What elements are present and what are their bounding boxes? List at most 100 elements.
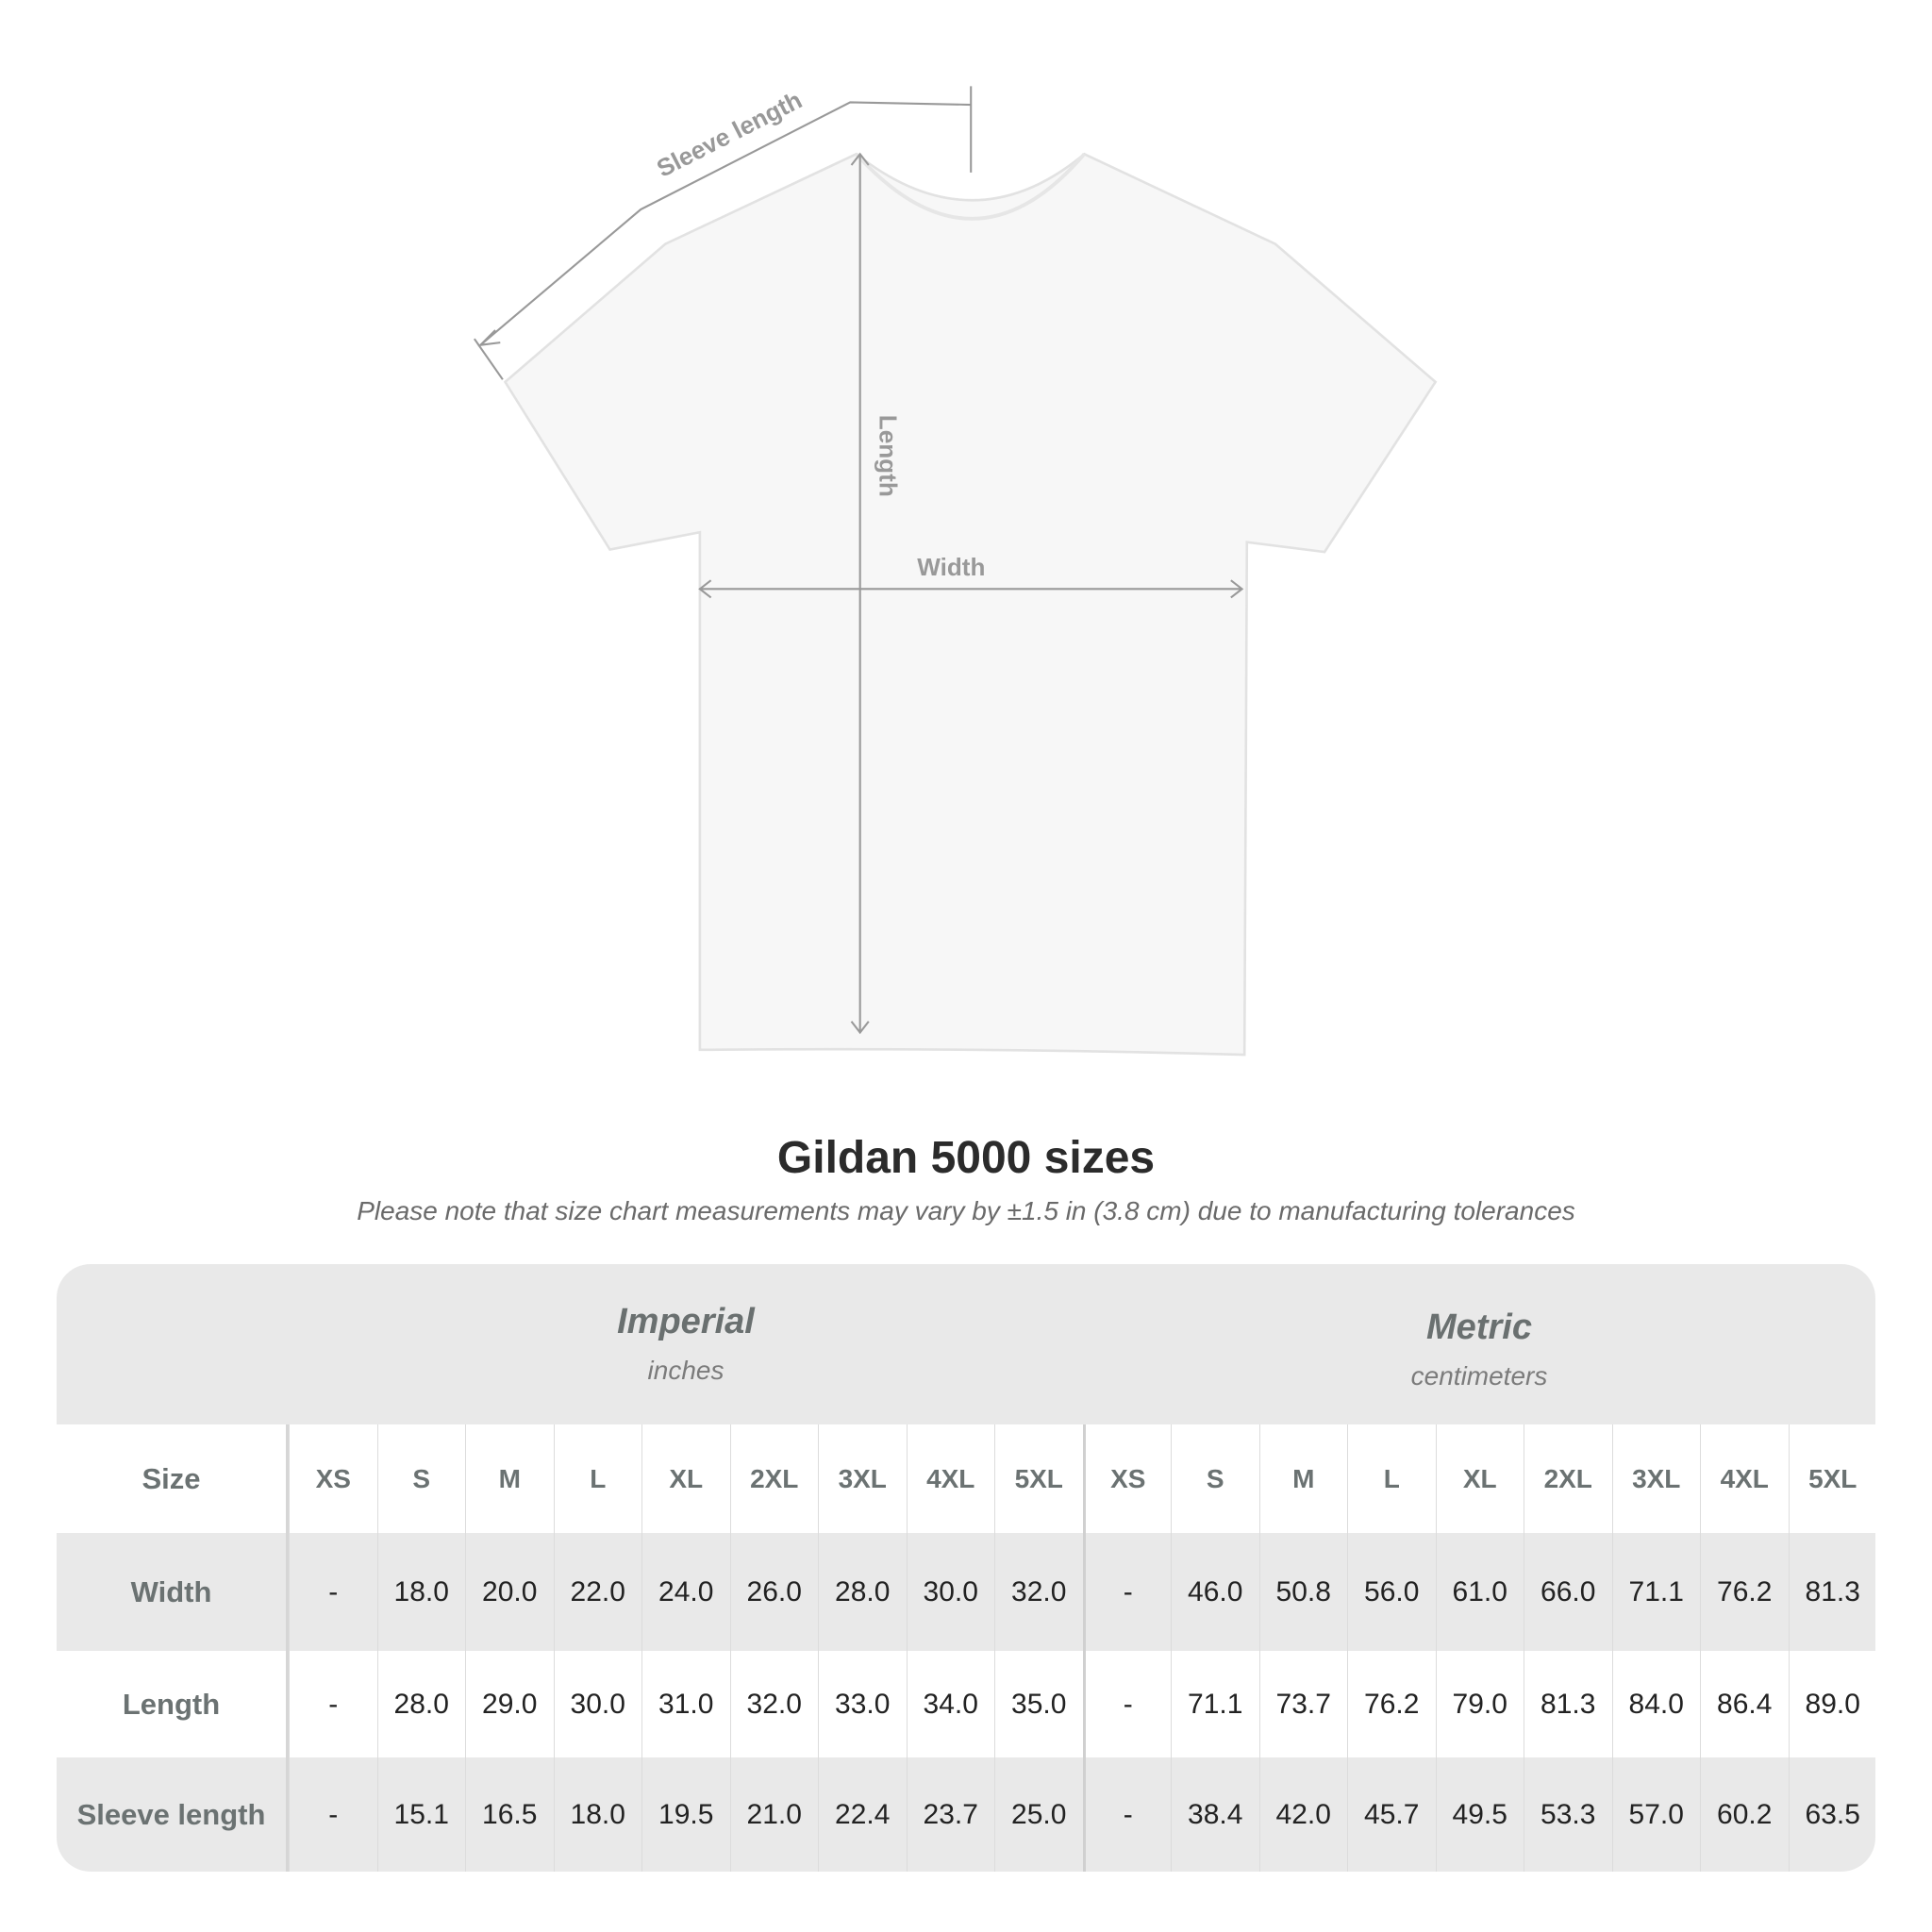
metric-value-cell: 71.1 (1611, 1533, 1701, 1651)
metric-value-cell: 53.3 (1524, 1757, 1612, 1872)
metric-value-cell: 66.0 (1524, 1533, 1612, 1651)
imperial-size-5XL: 5XL (994, 1424, 1083, 1533)
imperial-label: Imperial (617, 1302, 755, 1341)
metric-value-cell: 61.0 (1435, 1533, 1524, 1651)
metric-value-cell: 50.8 (1258, 1533, 1348, 1651)
width-arrowhead-left (698, 579, 712, 599)
imperial-value-cell: 28.0 (818, 1533, 907, 1651)
width-arrowhead-right (1230, 579, 1244, 599)
metric-size-S: S (1171, 1424, 1259, 1533)
imperial-size-M: M (465, 1424, 554, 1533)
imperial-value-cell: 22.0 (553, 1533, 642, 1651)
imperial-value-cell: 23.7 (906, 1757, 995, 1872)
imperial-size-L: L (553, 1424, 642, 1533)
row-label: Length (57, 1651, 289, 1757)
row-label: Sleeve length (57, 1757, 289, 1872)
metric-value-cell: 60.2 (1700, 1757, 1789, 1872)
metric-value-cell: 81.3 (1788, 1533, 1876, 1651)
size-table: Imperial inches Metric centimeters Size X… (57, 1264, 1875, 1872)
metric-size-L: L (1347, 1424, 1436, 1533)
metric-value-cell: 38.4 (1171, 1757, 1259, 1872)
imperial-value-cell: 35.0 (994, 1651, 1083, 1757)
imperial-size-XL: XL (641, 1424, 730, 1533)
metric-size-4XL: 4XL (1700, 1424, 1789, 1533)
imperial-value-cell: - (289, 1533, 377, 1651)
metric-label: Metric (1426, 1307, 1532, 1347)
metric-value-cell: 71.1 (1171, 1651, 1259, 1757)
length-label: Length (874, 415, 903, 497)
imperial-size-4XL: 4XL (906, 1424, 995, 1533)
metric-size-2XL: 2XL (1524, 1424, 1612, 1533)
imperial-value-cell: 33.0 (818, 1651, 907, 1757)
metric-value-cell: 73.7 (1258, 1651, 1348, 1757)
table-row: Length -28.0 29.0 30.0 31.0 32.0 33.0 34.0 35.0-… (57, 1651, 1875, 1757)
imperial-value-cell: 22.4 (818, 1757, 907, 1872)
metric-size-3XL: 3XL (1611, 1424, 1701, 1533)
imperial-value-cell: 34.0 (906, 1651, 995, 1757)
metric-size-XS: XS (1082, 1424, 1172, 1533)
metric-value-cell: 89.0 (1788, 1651, 1876, 1757)
tolerance-note: Please note that size chart measurements… (357, 1196, 1575, 1225)
row-label: Width (57, 1533, 289, 1651)
imperial-value-cell: 31.0 (641, 1651, 730, 1757)
metric-value-cell: 42.0 (1258, 1757, 1348, 1872)
metric-value-cell: 76.2 (1347, 1651, 1436, 1757)
imperial-value-cell: 20.0 (465, 1533, 554, 1651)
metric-value-cell: 79.0 (1435, 1651, 1524, 1757)
imperial-value-cell: - (289, 1651, 377, 1757)
metric-value-cell: 81.3 (1524, 1651, 1612, 1757)
metric-value-cell: - (1082, 1651, 1172, 1757)
imperial-size-2XL: 2XL (729, 1424, 819, 1533)
length-arrowhead-bottom (850, 1021, 870, 1035)
metric-value-cell: 63.5 (1788, 1757, 1876, 1872)
imperial-header: Imperial inches (289, 1264, 1083, 1424)
imperial-value-cell: 26.0 (729, 1533, 819, 1651)
tshirt-shape (503, 152, 1438, 1057)
sleeve-measure-line (479, 101, 972, 346)
imperial-value-cell: 18.0 (376, 1533, 466, 1651)
imperial-value-cell: 30.0 (553, 1651, 642, 1757)
metric-value-cell: 84.0 (1611, 1651, 1701, 1757)
length-arrowhead-top (850, 152, 870, 166)
imperial-value-cell: 15.1 (376, 1757, 466, 1872)
metric-value-cell: - (1082, 1757, 1172, 1872)
imperial-value-cell: - (289, 1757, 377, 1872)
imperial-unit: inches (647, 1356, 724, 1385)
metric-value-cell: 56.0 (1347, 1533, 1436, 1651)
metric-size-5XL: 5XL (1788, 1424, 1876, 1533)
imperial-value-cell: 19.5 (641, 1757, 730, 1872)
metric-value-cell: 46.0 (1171, 1533, 1259, 1651)
metric-size-M: M (1258, 1424, 1348, 1533)
imperial-value-cell: 28.0 (376, 1651, 466, 1757)
imperial-value-cell: 32.0 (994, 1533, 1083, 1651)
imperial-value-cell: 30.0 (906, 1533, 995, 1651)
sleeve-arrowhead (477, 329, 501, 347)
size-label: Size (57, 1424, 289, 1533)
metric-value-cell: 49.5 (1435, 1757, 1524, 1872)
imperial-value-cell: 21.0 (729, 1757, 819, 1872)
table-row: Width -18.0 20.0 22.0 24.0 26.0 28.0 30.0 32.0-4… (57, 1533, 1875, 1651)
metric-value-cell: - (1082, 1533, 1172, 1651)
imperial-value-cell: 16.5 (465, 1757, 554, 1872)
metric-value-cell: 76.2 (1700, 1533, 1789, 1651)
width-label: Width (917, 553, 985, 581)
size-header-row: Size XS S M L XL 2XL 3XL 4XL 5XL XS S M L XL 2XL 3XL 4XL 5… (57, 1424, 1875, 1533)
imperial-size-3XL: 3XL (818, 1424, 907, 1533)
imperial-value-cell: 24.0 (641, 1533, 730, 1651)
table-row: Sleeve length -15.1 16.5 18.0 19.5 21.0 22.4 23… (57, 1757, 1875, 1872)
imperial-value-cell: 32.0 (729, 1651, 819, 1757)
metric-header: Metric centimeters (1083, 1270, 1875, 1430)
metric-unit: centimeters (1410, 1361, 1548, 1391)
tshirt-collar (855, 152, 1086, 221)
imperial-value-cell: 18.0 (553, 1757, 642, 1872)
metric-value-cell: 45.7 (1347, 1757, 1436, 1872)
imperial-size-XS: XS (289, 1424, 377, 1533)
metric-value-cell: 57.0 (1611, 1757, 1701, 1872)
imperial-value-cell: 25.0 (994, 1757, 1083, 1872)
sleeve-length-label: Sleeve length (652, 86, 807, 183)
metric-size-XL: XL (1435, 1424, 1524, 1533)
imperial-size-S: S (376, 1424, 466, 1533)
metric-value-cell: 86.4 (1700, 1651, 1789, 1757)
imperial-value-cell: 29.0 (465, 1651, 554, 1757)
